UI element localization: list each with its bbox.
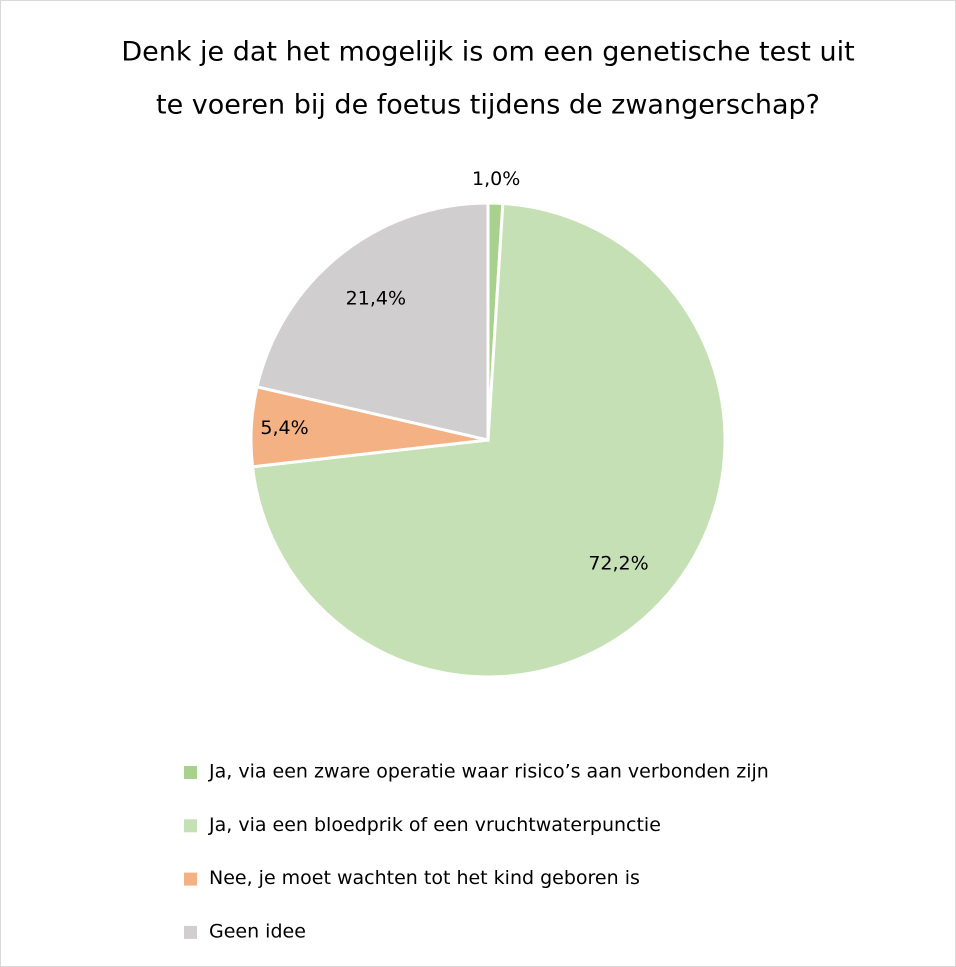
chart-title: te voeren bij de foetus tijdens de zwang… bbox=[156, 90, 820, 121]
legend-swatch bbox=[184, 872, 197, 886]
legend-swatch bbox=[184, 819, 197, 833]
chart-title: Denk je dat het mogelijk is om een genet… bbox=[121, 37, 854, 68]
pie-slice bbox=[255, 201, 490, 442]
legend-label: Geen idee bbox=[209, 920, 306, 942]
data-label: 1,0% bbox=[472, 168, 520, 190]
data-label: 5,4% bbox=[260, 417, 308, 439]
data-label: 21,4% bbox=[346, 288, 406, 310]
legend-swatch bbox=[184, 925, 197, 939]
legend-label: Ja, via een bloedprik of een vruchtwater… bbox=[208, 814, 661, 836]
legend-label: Ja, via een zware operatie waar risico’s… bbox=[208, 761, 769, 783]
data-label: 72,2% bbox=[588, 553, 648, 575]
legend-label: Nee, je moet wachten tot het kind gebore… bbox=[209, 867, 640, 889]
legend-swatch bbox=[184, 766, 197, 779]
